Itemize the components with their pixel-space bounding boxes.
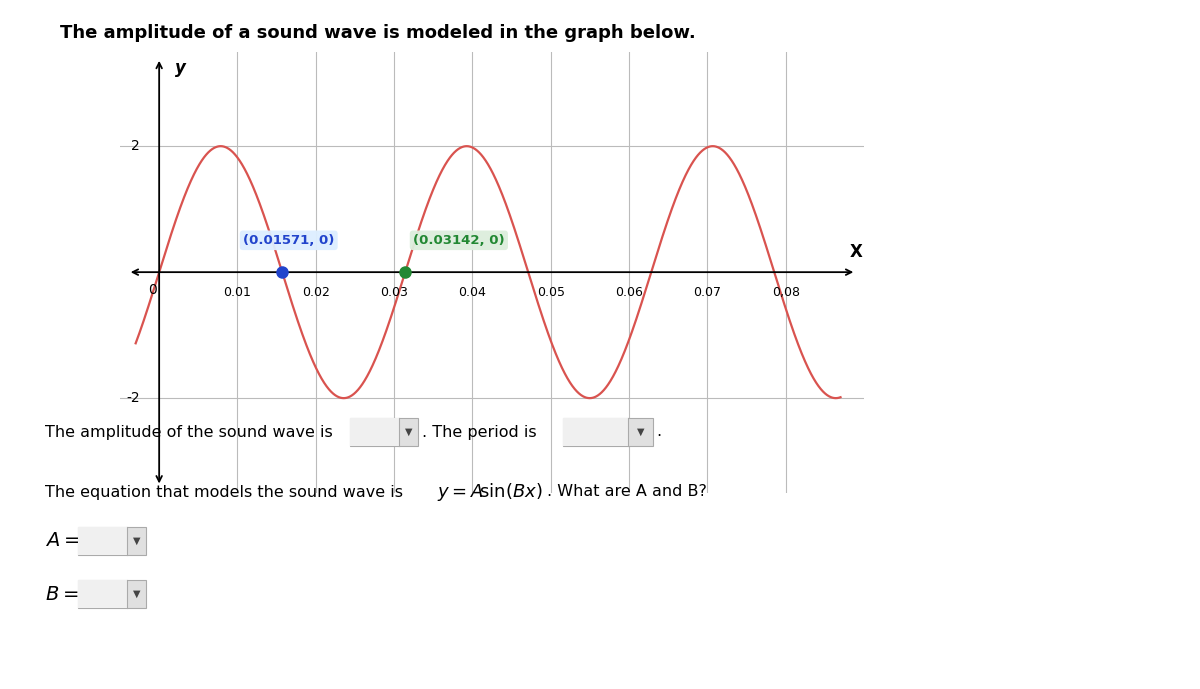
Text: 0.04: 0.04 [458,286,486,299]
Bar [78,580,127,608]
Text: ▼: ▼ [133,536,140,546]
Text: 0: 0 [148,283,157,298]
Bar [563,418,628,446]
Text: ▼: ▼ [404,427,413,437]
Text: 2: 2 [131,139,139,153]
Text: -2: -2 [126,391,139,405]
Bar [78,527,146,555]
Text: The amplitude of a sound wave is modeled in the graph below.: The amplitude of a sound wave is modeled… [60,24,696,42]
Text: 0.07: 0.07 [694,286,721,299]
Text: .: . [656,424,661,440]
Text: $A =$: $A =$ [46,531,79,551]
Text: $y = A\!\sin\!(Bx)$: $y = A\!\sin\!(Bx)$ [437,481,542,503]
Text: ▼: ▼ [133,589,140,599]
Text: The equation that models the sound wave is: The equation that models the sound wave … [46,484,408,500]
Text: 0.02: 0.02 [302,286,330,299]
Text: y: y [175,59,186,77]
Text: 0.03: 0.03 [380,286,408,299]
Text: 0.05: 0.05 [536,286,565,299]
Text: . The period is: . The period is [422,424,536,440]
Text: The amplitude of the sound wave is: The amplitude of the sound wave is [46,424,332,440]
Text: . What are A and B?: . What are A and B? [547,484,707,500]
Text: ▼: ▼ [637,427,644,437]
Text: 0.06: 0.06 [616,286,643,299]
Text: (0.01571, 0): (0.01571, 0) [244,234,335,247]
Bar [563,418,653,446]
Text: X: X [850,243,863,261]
Bar [350,418,398,446]
Bar [350,418,418,446]
Bar [78,527,127,555]
Text: (0.03142, 0): (0.03142, 0) [413,234,505,247]
Text: 0.01: 0.01 [223,286,252,299]
Text: 0,08: 0,08 [772,286,799,299]
Bar [78,580,146,608]
Text: $B =$: $B =$ [46,584,78,604]
